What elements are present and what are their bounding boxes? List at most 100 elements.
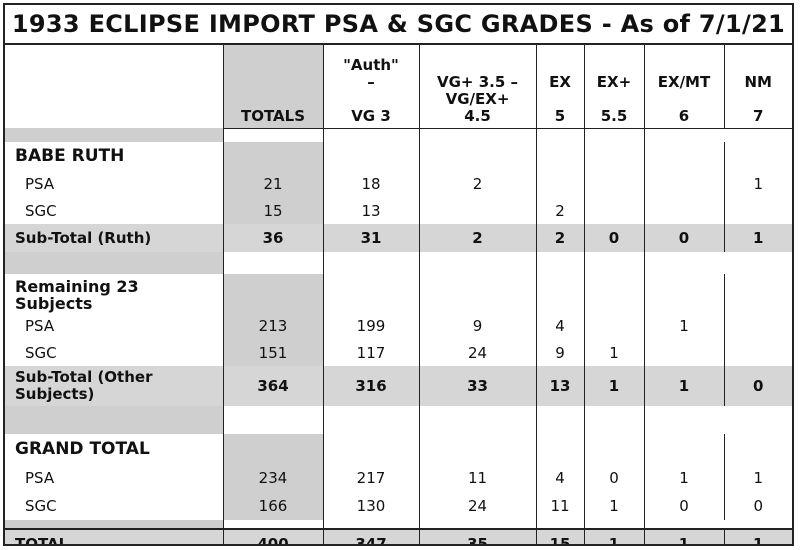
- empty-cell: [419, 434, 537, 464]
- grade-cell: [584, 197, 645, 224]
- grade-cell: 1: [584, 339, 645, 366]
- empty-cell: [644, 434, 725, 464]
- total-row: TOTAL 400 347 35 15 1 1 1: [5, 528, 792, 544]
- empty-cell: [419, 406, 537, 434]
- grade-cell: [724, 197, 792, 224]
- grade-cell: [584, 170, 645, 197]
- empty-cell: [644, 406, 724, 434]
- grade-cell: 9: [536, 339, 585, 366]
- row-label: PSA: [5, 170, 224, 197]
- grades-grid: TOTALS "Auth" – VG 3 VG+ 3.5 – VG/EX+ 4.5 E…: [5, 45, 792, 544]
- empty-cell: [536, 142, 585, 170]
- section-heading: BABE RUTH: [5, 142, 224, 170]
- grade-cell: 0: [644, 224, 725, 252]
- empty-cell: [536, 274, 585, 312]
- grade-cell: 24: [419, 492, 537, 520]
- grade-cell: 13: [536, 366, 585, 406]
- empty-cell: [584, 406, 645, 434]
- column-header: NM 7: [724, 45, 792, 129]
- header-label-cell: [5, 45, 224, 128]
- empty-cell: [419, 274, 537, 312]
- column-header: EX+ 5.5: [584, 45, 645, 129]
- grade-cell: 0: [753, 497, 764, 515]
- data-row: PSA 21 18 2 1: [5, 170, 792, 197]
- grade-cell: 11: [419, 464, 537, 492]
- grade-cell: 0: [644, 492, 725, 520]
- empty-cell: [5, 252, 224, 274]
- header-row: TOTALS "Auth" – VG 3 VG+ 3.5 – VG/EX+ 4.5 E…: [5, 45, 792, 129]
- row-label: SGC: [5, 492, 224, 520]
- grade-cell: 199: [323, 312, 420, 339]
- section-heading-row: GRAND TOTAL: [5, 434, 792, 464]
- grade-cell: [584, 312, 645, 339]
- empty-cell: [536, 434, 585, 464]
- grade-cell: 4: [536, 464, 585, 492]
- empty-cell: [724, 142, 792, 170]
- grade-cell: 13: [323, 197, 420, 224]
- grade-cell: 1: [724, 224, 792, 252]
- grade-cell: 0: [584, 224, 645, 252]
- empty-cell: [223, 274, 324, 312]
- grade-cell: 18: [323, 170, 420, 197]
- empty-cell: [584, 142, 645, 170]
- empty-cell: [323, 274, 420, 312]
- totals-cell: 213: [223, 312, 324, 339]
- empty-cell: [323, 252, 420, 274]
- data-row: SGC 15 13 2: [5, 197, 792, 224]
- column-header: VG+ 3.5 – VG/EX+ 4.5: [419, 45, 537, 129]
- empty-cell: [644, 142, 725, 170]
- grade-cell: 2: [419, 170, 537, 197]
- row-label: TOTAL: [5, 528, 224, 544]
- grade-cell: 2: [419, 224, 537, 252]
- row-label: PSA: [5, 312, 224, 339]
- empty-cell: [644, 274, 725, 312]
- empty-cell: [536, 520, 585, 529]
- grade-cell: [644, 170, 725, 197]
- data-row: SGC 151 117 24 9 1: [5, 339, 792, 366]
- spacer-row: [5, 252, 792, 274]
- grade-cell: 0: [584, 464, 645, 492]
- grade-cell: 0: [724, 366, 792, 406]
- section-heading-row: Remaining 23 Subjects: [5, 274, 792, 312]
- totals-cell: 364: [223, 366, 324, 406]
- row-label: SGC: [5, 339, 224, 366]
- row-label: Sub-Total (Ruth): [5, 224, 224, 252]
- empty-cell: [584, 252, 645, 274]
- empty-cell: [584, 274, 645, 312]
- spacer-row: [5, 520, 792, 529]
- table-title: 1933 ECLIPSE IMPORT PSA & SGC GRADES - A…: [5, 5, 792, 45]
- empty-cell: [223, 406, 324, 434]
- section-heading: GRAND TOTAL: [5, 434, 224, 464]
- grade-cell: 2: [536, 224, 585, 252]
- grade-cell: 24: [419, 339, 537, 366]
- empty-cell: [724, 434, 792, 464]
- column-header: "Auth" – VG 3: [323, 45, 420, 129]
- empty-cell: [584, 520, 645, 529]
- grade-cell: 347: [323, 528, 420, 544]
- grade-cell: 1: [584, 366, 645, 406]
- grade-cell: 1: [584, 528, 645, 544]
- empty-cell: [323, 520, 420, 529]
- grade-cell: 1: [724, 528, 792, 544]
- empty-cell: [419, 252, 537, 274]
- empty-cell: [5, 520, 224, 529]
- subtotal-row: Sub-Total (Other Subjects) 364 316 33 13 1 1 0: [5, 366, 792, 406]
- empty-cell: [536, 128, 585, 142]
- row-label: PSA: [5, 464, 224, 492]
- empty-cell: [644, 520, 724, 529]
- empty-cell: [223, 520, 324, 529]
- data-row: SGC 166 130 24 11 1 0 0: [5, 492, 792, 520]
- grade-cell: 9: [419, 312, 537, 339]
- empty-cell: [419, 520, 537, 529]
- empty-cell: [5, 128, 224, 142]
- grade-cell: 130: [323, 492, 420, 520]
- data-row: PSA 213 199 9 4 1: [5, 312, 792, 339]
- grade-cell: 31: [323, 224, 420, 252]
- grade-cell: [644, 339, 725, 366]
- empty-cell: [223, 252, 324, 274]
- empty-cell: [223, 142, 324, 170]
- grades-table: TOTALS "Auth" – VG 3 VG+ 3.5 – VG/EX+ 4.5 E…: [5, 45, 792, 544]
- empty-cell: [323, 128, 420, 142]
- totals-cell: 166: [223, 492, 324, 520]
- grade-cell: [536, 170, 585, 197]
